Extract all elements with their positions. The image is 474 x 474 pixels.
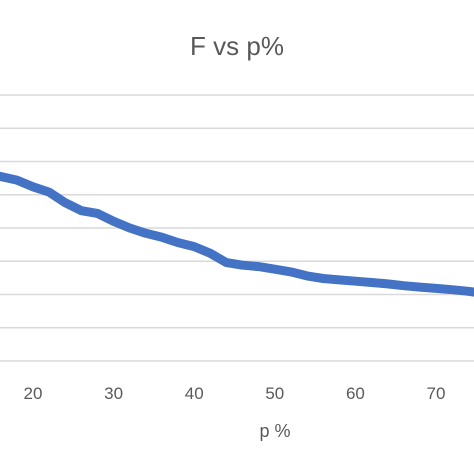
series-line [0,171,474,297]
x-axis-ticks: 20 30 40 50 60 70 [24,384,446,403]
gridlines [0,94,474,362]
x-tick-label: 30 [104,384,123,403]
x-tick-label: 60 [346,384,365,403]
x-tick-label: 70 [427,384,446,403]
x-axis-label: p % [259,421,290,441]
x-tick-label: 20 [24,384,43,403]
series-lines [0,171,474,297]
x-tick-label: 50 [265,384,284,403]
chart-title: F vs p% [190,31,284,61]
x-tick-label: 40 [185,384,204,403]
